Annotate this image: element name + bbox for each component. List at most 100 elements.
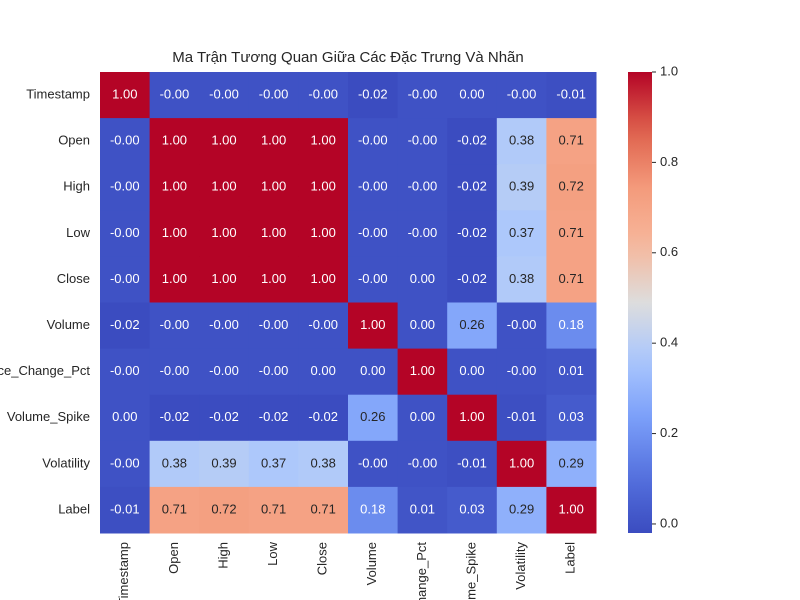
heatmap-cell (199, 210, 250, 257)
heatmap-cell (100, 72, 151, 119)
cell-label: 0.00 (311, 363, 336, 378)
heatmap-cell (149, 210, 200, 257)
heatmap-cell (546, 394, 597, 442)
heatmap-cell (149, 394, 200, 442)
cell-label: -0.00 (110, 179, 140, 194)
cell-label: -0.00 (507, 317, 537, 332)
colorbar-tick-label: 0.6 (660, 244, 678, 259)
cell-label: 0.37 (509, 225, 534, 240)
cell-label: -0.00 (358, 133, 388, 148)
heatmap-cell (496, 302, 547, 350)
cell-label: 0.38 (162, 455, 187, 470)
heatmap-cell (397, 210, 448, 257)
cell-label: 0.00 (112, 409, 137, 424)
heatmap-cell (149, 118, 200, 165)
heatmap-cell (149, 72, 200, 119)
cell-label: -0.00 (110, 363, 140, 378)
cell-label: -0.00 (507, 86, 537, 101)
cell-label: 0.03 (459, 501, 484, 516)
cell-label: -0.00 (209, 363, 239, 378)
cell-label: 0.00 (360, 363, 385, 378)
heatmap-cell (298, 440, 349, 488)
heatmap-cell (447, 72, 498, 119)
heatmap-cell (348, 486, 399, 534)
heatmap-cell (100, 440, 151, 488)
y-tick-label: Open (58, 133, 90, 148)
cell-label: 0.18 (559, 317, 584, 332)
heatmap-cell (100, 256, 151, 303)
heatmap-cell (496, 486, 547, 534)
cell-label: 1.00 (509, 455, 534, 470)
cell-label: -0.00 (209, 317, 239, 332)
heatmap-cell (348, 302, 399, 350)
heatmap-cell (447, 210, 498, 257)
heatmap-cell (199, 164, 250, 211)
cell-label: 1.00 (211, 225, 236, 240)
cell-label: 0.71 (559, 133, 584, 148)
heatmap-cell (496, 348, 547, 396)
cell-label: 0.26 (360, 409, 385, 424)
heatmap-cell (348, 394, 399, 442)
heatmap-cell (546, 348, 597, 396)
heatmap-cell (546, 210, 597, 257)
cell-label: -0.00 (408, 225, 438, 240)
cell-label: 1.00 (162, 133, 187, 148)
heatmap-cell (248, 256, 299, 303)
cell-label: -0.00 (408, 455, 438, 470)
cell-label: 1.00 (261, 133, 286, 148)
cell-label: -0.02 (308, 409, 338, 424)
heatmap-cell (397, 118, 448, 165)
heatmap-cell (248, 302, 299, 350)
x-tick-label: Label (563, 542, 578, 574)
heatmap-cell (100, 302, 151, 350)
heatmap-cell (496, 440, 547, 488)
heatmap-cell (298, 486, 349, 534)
cell-label: -0.02 (457, 179, 487, 194)
heatmap-cell (149, 256, 200, 303)
heatmap-cell (100, 394, 151, 442)
cell-label: 0.18 (360, 501, 385, 516)
heatmap-cell (149, 348, 200, 396)
cell-label: -0.02 (358, 86, 388, 101)
chart-title: Ma Trận Tương Quan Giữa Các Đặc Trưng Và… (172, 49, 524, 66)
heatmap-cell (546, 72, 597, 119)
x-tick-label: Price_Change_Pct (414, 542, 429, 600)
heatmap-cell (546, 164, 597, 211)
x-tick-label: High (215, 542, 230, 569)
cell-label: 1.00 (410, 363, 435, 378)
cell-label: 1.00 (211, 271, 236, 286)
x-tick-label: Volatility (513, 542, 528, 590)
heatmap-cell (397, 72, 448, 119)
y-tick-label: Volume (47, 317, 90, 332)
heatmap-cell (447, 256, 498, 303)
heatmap-cell (248, 394, 299, 442)
cell-label: -0.02 (110, 317, 140, 332)
heatmap-cell (447, 118, 498, 165)
heatmap-cell (546, 118, 597, 165)
colorbar-tick-label: 1.0 (660, 63, 678, 78)
cell-label: -0.00 (408, 179, 438, 194)
cell-label: 0.71 (162, 501, 187, 516)
cell-label: 0.37 (261, 455, 286, 470)
colorbar-tick-label: 0.4 (660, 335, 678, 350)
heatmap-cell (199, 348, 250, 396)
heatmap-cell (348, 440, 399, 488)
cell-label: 0.00 (459, 86, 484, 101)
heatmap-cell (447, 394, 498, 442)
cell-label: 0.01 (559, 363, 584, 378)
colorbar-tick-label: 0.0 (660, 515, 678, 530)
heatmap-cell (248, 440, 299, 488)
cell-label: 0.71 (559, 271, 584, 286)
heatmap-cell (298, 302, 349, 350)
heatmap-cell (100, 486, 151, 534)
cell-label: 1.00 (360, 317, 385, 332)
cell-label: 0.38 (509, 133, 534, 148)
x-tick-label: Low (265, 541, 280, 565)
heatmap-cell (298, 72, 349, 119)
y-tick-label: Low (66, 225, 90, 240)
heatmap-cell (298, 394, 349, 442)
cell-label: 0.71 (261, 501, 286, 516)
colorbar (628, 72, 652, 533)
cell-label: 0.03 (559, 409, 584, 424)
